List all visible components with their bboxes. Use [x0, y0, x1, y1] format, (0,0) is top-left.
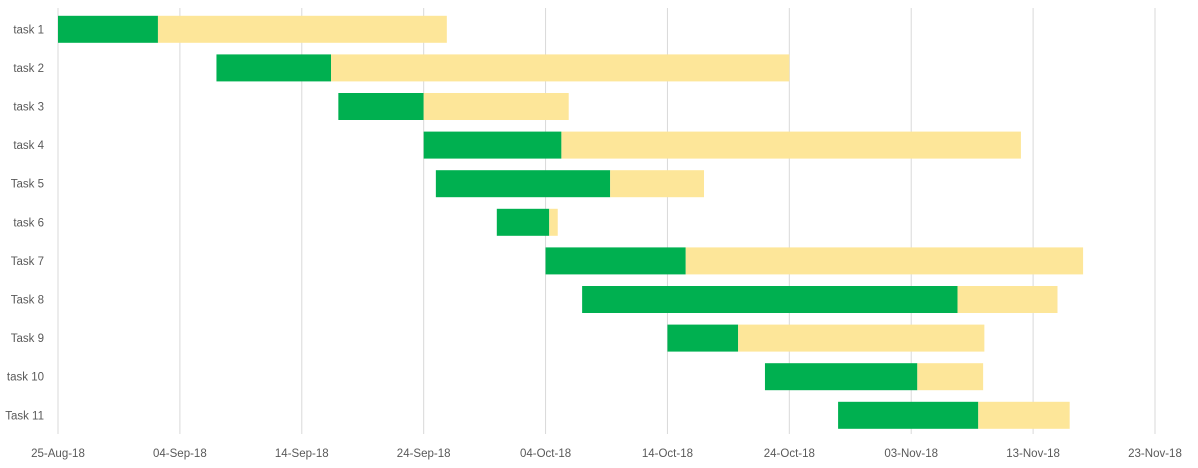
- bar-completed-7: [545, 247, 686, 275]
- x-tick-label: 24-Sep-18: [397, 448, 451, 460]
- bar-remaining-10: [917, 363, 984, 391]
- bar-remaining-1: [157, 15, 447, 43]
- bar-completed-4: [423, 131, 562, 159]
- category-label: Task 8: [11, 295, 44, 307]
- category-label: task 1: [13, 24, 44, 36]
- bars: [58, 15, 1084, 429]
- category-label: Task 11: [5, 410, 44, 422]
- x-tick-label: 23-Nov-18: [1128, 448, 1182, 460]
- bar-remaining-4: [561, 131, 1021, 159]
- bar-remaining-3: [423, 93, 569, 120]
- bar-remaining-6: [549, 208, 558, 236]
- category-label: Task 5: [11, 179, 44, 191]
- x-tick-label: 03-Nov-18: [884, 448, 938, 460]
- bar-completed-2: [216, 54, 332, 82]
- bar-completed-5: [435, 170, 611, 198]
- bar-remaining-7: [685, 247, 1084, 275]
- bar-completed-8: [582, 286, 958, 313]
- bar-remaining-9: [738, 324, 985, 352]
- bar-completed-10: [764, 363, 918, 391]
- bar-completed-9: [667, 324, 739, 352]
- x-tick-label: 14-Oct-18: [642, 448, 693, 460]
- bar-remaining-5: [610, 170, 705, 198]
- category-label: task 6: [13, 217, 44, 229]
- bar-completed-1: [58, 15, 158, 43]
- category-labels: task 1 task 2 task 3 task 4 Task 5 task 6 Task…: [5, 24, 44, 422]
- category-label: task 3: [13, 102, 44, 114]
- bar-remaining-11: [978, 401, 1070, 429]
- bar-remaining-8: [957, 286, 1058, 313]
- x-tick-label: 04-Sep-18: [153, 448, 207, 460]
- category-label: task 2: [13, 63, 44, 75]
- bar-completed-3: [338, 93, 424, 120]
- x-tick-label: 04-Oct-18: [520, 448, 571, 460]
- x-tick-label: 13-Nov-18: [1006, 448, 1060, 460]
- x-tick-label: 24-Oct-18: [764, 448, 815, 460]
- bar-remaining-2: [331, 54, 790, 82]
- category-label: task 10: [7, 372, 44, 384]
- x-tick-label: 14-Sep-18: [275, 448, 329, 460]
- category-label: task 4: [13, 140, 44, 152]
- category-label: Task 9: [11, 333, 44, 345]
- bar-completed-11: [838, 401, 979, 429]
- x-tick-label: 25-Aug-18: [31, 448, 85, 460]
- x-axis-tick-labels: 25-Aug-18 04-Sep-18 14-Sep-18 24-Sep-18 04-O…: [31, 448, 1182, 460]
- bar-completed-6: [496, 208, 550, 236]
- category-label: Task 7: [11, 256, 44, 268]
